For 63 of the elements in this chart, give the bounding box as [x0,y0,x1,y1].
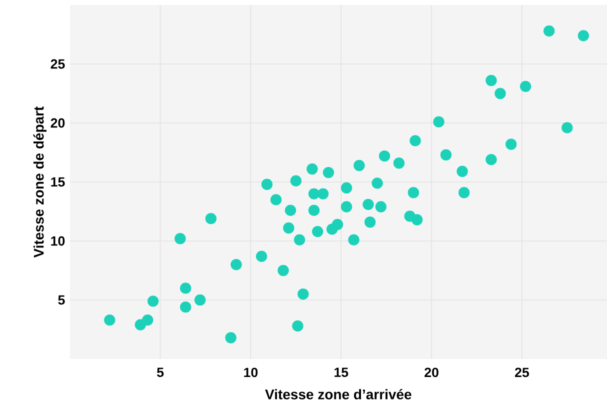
x-tick-label: 20 [424,368,438,378]
point [294,234,306,246]
point [308,204,320,216]
y-tick-label: 25 [50,59,65,69]
point [486,154,497,166]
point [372,178,383,189]
point [317,188,329,200]
point [543,25,555,37]
point [440,149,452,160]
point [174,233,186,244]
point [306,163,318,175]
point [290,175,302,186]
point [362,198,374,210]
point [340,201,352,212]
point [283,222,294,234]
point [410,135,421,146]
point [322,166,334,178]
y-axis-title: Vitesse zone de départ [33,106,47,258]
point [292,320,304,332]
point [456,166,468,177]
y-tick-label: 5 [58,295,65,305]
point [225,332,236,344]
point [520,80,532,92]
point [494,88,506,100]
point [364,216,376,228]
x-tick-label: 15 [334,368,348,378]
x-tick-label: 25 [514,368,529,378]
point [578,30,590,42]
point [408,187,420,198]
x-tick-label: 10 [244,368,258,378]
point [104,314,116,326]
point [230,259,242,270]
point [284,204,296,216]
point [270,194,282,206]
point [298,288,309,300]
y-tick-label: 10 [51,236,65,246]
x-tick-label: 5 [156,368,164,378]
point [375,201,387,212]
point [256,250,268,262]
point [393,158,405,169]
point [147,296,159,307]
point [458,187,470,198]
point [312,226,324,238]
point [142,314,154,326]
point [348,234,360,246]
point [354,160,365,172]
point [332,218,344,230]
point [261,178,273,190]
y-tick-label: 20 [50,118,65,128]
point [278,264,289,276]
point [506,138,517,150]
point [411,214,423,226]
point [180,282,192,294]
point [378,150,390,162]
point [180,301,192,313]
y-tick-label: 15 [51,177,65,187]
x-axis-title: Vitesse zone d’arrivée [265,388,412,400]
point [433,116,444,128]
point [194,294,206,306]
point [340,182,352,194]
point [486,74,497,86]
point [205,212,217,224]
point [562,122,573,134]
